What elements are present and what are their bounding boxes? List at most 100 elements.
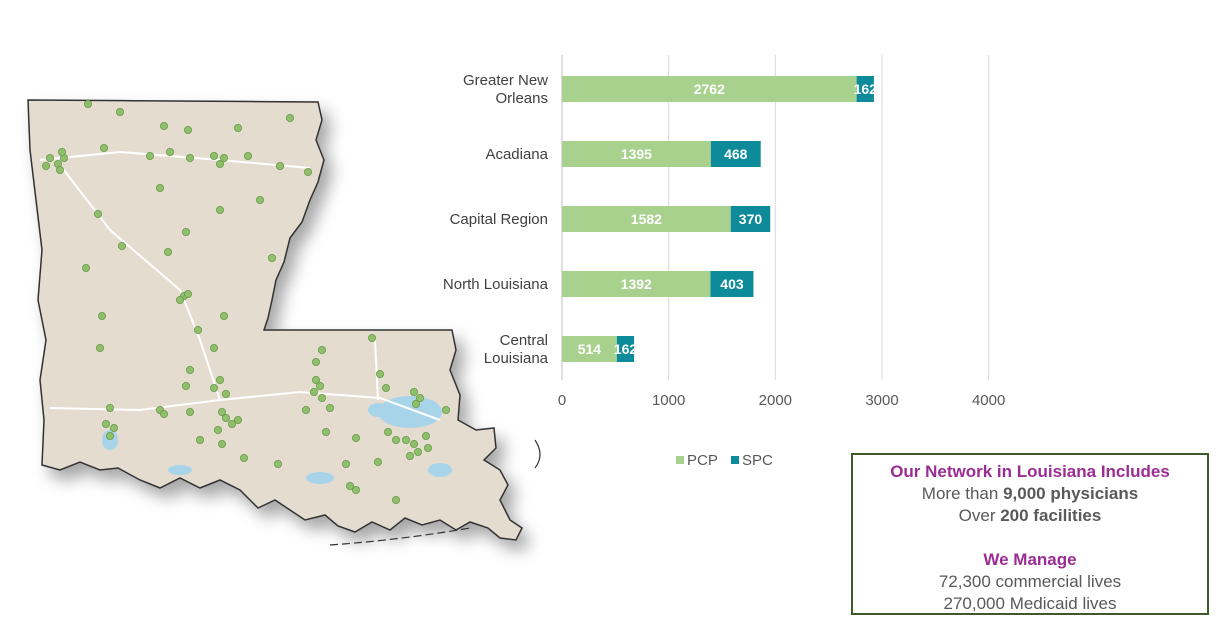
provider-marker	[215, 159, 224, 168]
provider-marker	[391, 495, 400, 504]
provider-marker	[373, 457, 382, 466]
manage-heading: We Manage	[983, 550, 1077, 569]
provider-marker	[421, 431, 430, 440]
provider-marker	[183, 126, 192, 135]
provider-marker	[155, 183, 164, 192]
category-label: Central Louisiana	[484, 332, 549, 367]
provider-marker	[183, 289, 192, 298]
provider-marker	[58, 147, 67, 156]
provider-marker	[415, 393, 424, 402]
bar-spc	[616, 336, 635, 362]
provider-marker	[303, 167, 312, 176]
provider-marker	[315, 381, 324, 390]
bar-label-pcp: 1395	[621, 146, 652, 162]
bar-pcp	[562, 336, 617, 362]
provider-marker	[267, 253, 276, 262]
physicians-prefix: More than	[921, 484, 1004, 503]
island-curve	[534, 439, 541, 469]
chart-gridlines	[561, 55, 990, 380]
category-labels: Greater New Orleans Acadiana Capital Region…	[443, 72, 549, 367]
provider-marker	[215, 205, 224, 214]
bar-label-pcp: 1582	[631, 211, 662, 227]
bar-label-spc: 468	[724, 146, 748, 162]
provider-marker	[219, 153, 228, 162]
lake-maurepas	[368, 403, 388, 417]
gulf-marsh-water-2	[306, 472, 334, 484]
provider-marker	[345, 481, 354, 490]
legend-label-pcp: PCP	[687, 452, 718, 469]
bar-pcp	[562, 76, 857, 102]
bar-label-spc: 162	[614, 341, 638, 357]
gulf-marsh-water-1	[168, 465, 192, 475]
provider-marker	[209, 151, 218, 160]
provider-marker	[209, 383, 218, 392]
provider-marker	[317, 393, 326, 402]
interstate-49	[59, 164, 221, 401]
provider-marker	[185, 153, 194, 162]
chart-bars: 2762 162 1395 468 1582 370 1392 403 514 162	[562, 76, 877, 362]
provider-marker	[285, 114, 294, 123]
bar-pcp	[562, 206, 731, 232]
provider-marker	[42, 161, 51, 170]
interstate-20	[39, 150, 311, 169]
provider-marker	[163, 247, 172, 256]
legend-swatch-pcp	[676, 456, 684, 464]
medicaid-lives: 270,000 Medicaid lives	[943, 594, 1117, 613]
interstate-10	[49, 390, 441, 421]
provider-marker	[409, 439, 418, 448]
provider-marker	[195, 435, 204, 444]
chart-legend: PCP SPC	[676, 452, 773, 469]
bar-label-pcp: 1392	[621, 276, 652, 292]
x-tick-4000: 4000	[972, 392, 1005, 409]
bar-pcp	[562, 141, 711, 167]
provider-marker	[165, 147, 174, 156]
category-label: Capital Region	[450, 211, 548, 228]
facilities-prefix: Over	[958, 506, 1001, 525]
bar-label-pcp: 2762	[694, 81, 725, 97]
x-tick-1000: 1000	[652, 392, 685, 409]
provider-marker	[215, 375, 224, 384]
provider-marker	[321, 427, 330, 436]
provider-marker	[309, 387, 318, 396]
provider-marker	[82, 263, 91, 272]
network-info-box: Our Network in Louisiana Includes More t…	[851, 453, 1209, 615]
provider-marker	[275, 161, 284, 170]
provider-marker	[423, 443, 432, 452]
network-heading: Our Network in Louisiana Includes	[890, 462, 1170, 481]
provider-marker	[233, 415, 242, 424]
provider-marker	[311, 375, 320, 384]
provider-marker	[227, 419, 236, 428]
provider-marker	[273, 459, 282, 468]
x-tick-2000: 2000	[759, 392, 792, 409]
provider-marker	[118, 241, 127, 250]
provider-marker	[110, 423, 119, 432]
provider-marker	[94, 209, 103, 218]
provider-marker	[106, 403, 115, 412]
provider-marker	[255, 195, 264, 204]
provider-marker	[405, 451, 414, 460]
provider-marker	[46, 153, 55, 162]
legend-swatch-spc	[731, 456, 739, 464]
calcasieu-lake	[102, 430, 118, 450]
bar-spc	[710, 141, 761, 167]
bar-label-spc: 403	[720, 276, 744, 292]
provider-marker	[383, 427, 392, 436]
provider-marker	[233, 124, 242, 133]
provider-marker	[351, 433, 360, 442]
provider-marker	[102, 419, 111, 428]
provider-marker	[193, 325, 202, 334]
category-label: North Louisiana	[443, 276, 549, 293]
provider-marker	[381, 383, 390, 392]
provider-marker	[351, 485, 360, 494]
provider-bar-chart: Greater New Orleans Acadiana Capital Region…	[443, 55, 1005, 469]
provider-marker	[219, 311, 228, 320]
provider-marker	[56, 165, 65, 174]
provider-marker	[221, 413, 230, 422]
physicians-count: 9,000 physicians	[1003, 484, 1139, 503]
commercial-lives: 72,300 commercial lives	[938, 572, 1122, 591]
provider-marker	[145, 151, 154, 160]
provider-marker	[98, 311, 107, 320]
louisiana-provider-map	[27, 99, 541, 546]
provider-marker	[391, 435, 400, 444]
interstate-55	[374, 339, 379, 401]
